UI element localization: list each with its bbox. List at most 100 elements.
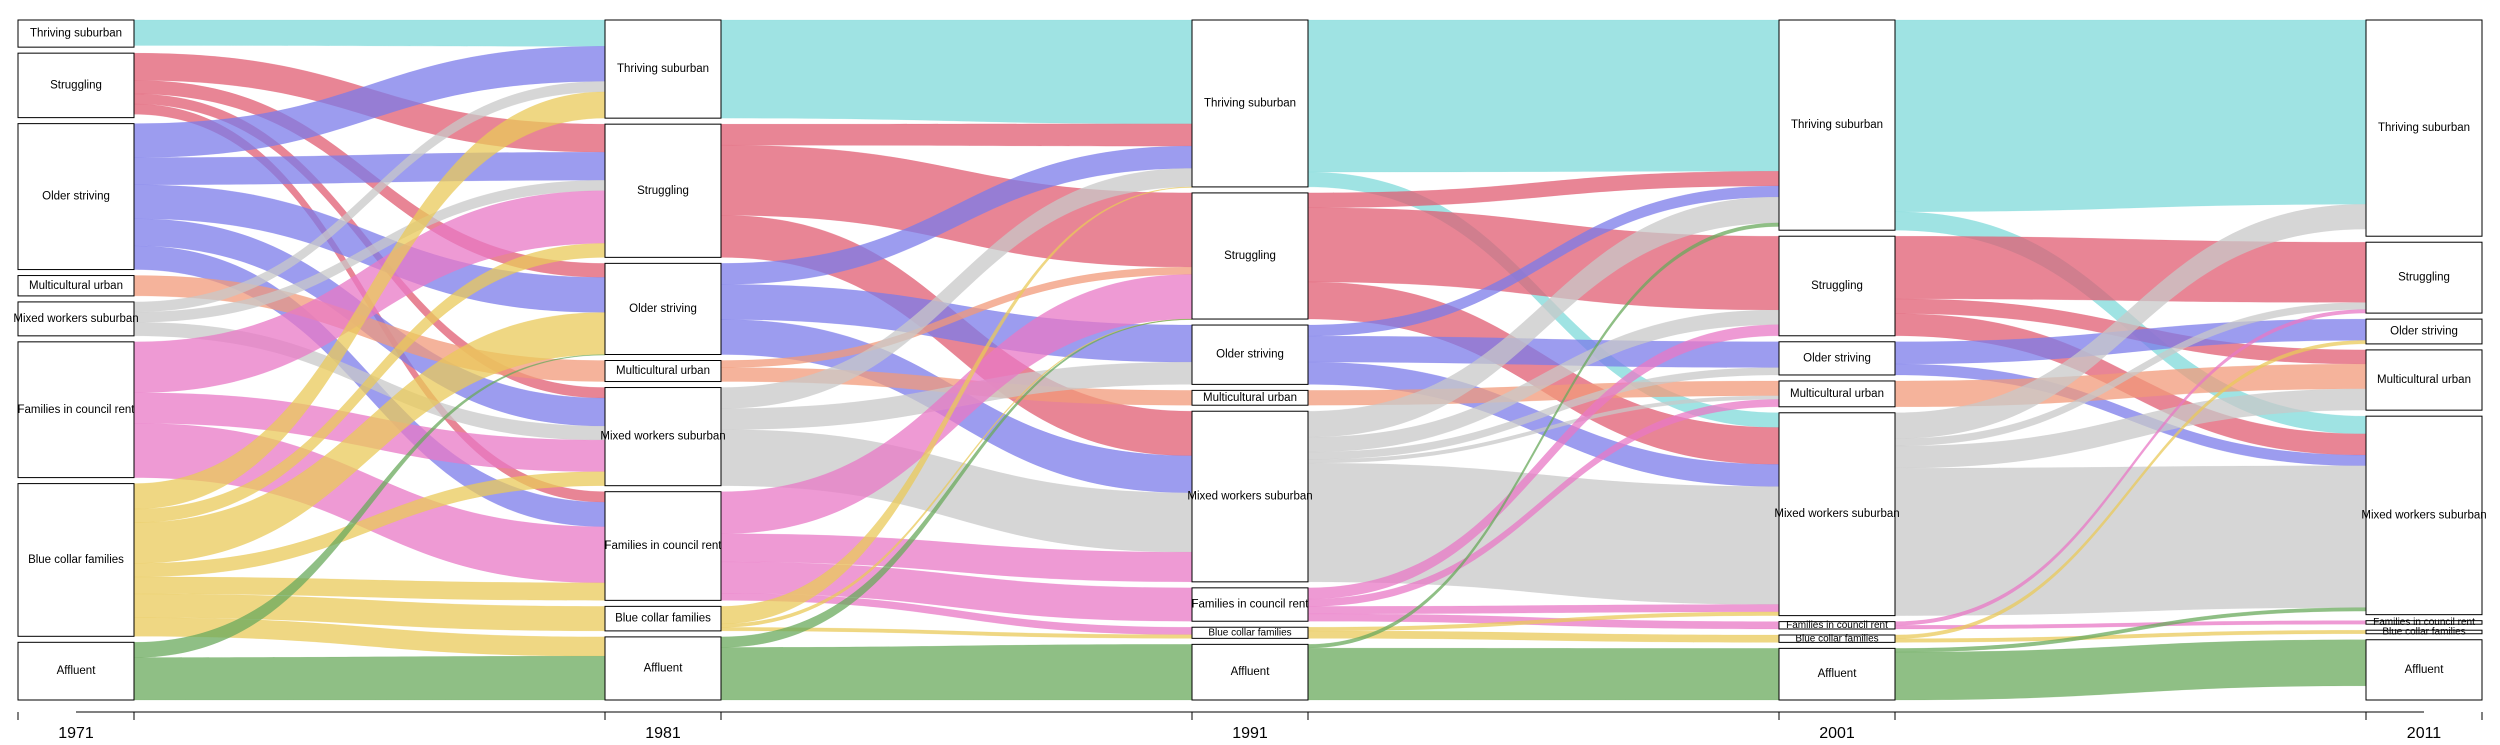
flow-band (1307, 647, 1780, 701)
stratum-affluent: Affluent (17, 641, 135, 701)
stratum-struggling: Struggling (1191, 192, 1309, 320)
stratum-label: Mixed workers suburban (1774, 508, 1899, 520)
stratum-mixed-workers-suburban: Mixed workers suburban (600, 387, 726, 487)
stratum-label: Thriving suburban (1204, 97, 1296, 109)
stratum-label: Families in council rent (2373, 617, 2475, 628)
stratum-label: Older striving (1803, 352, 1871, 364)
stratum-label: Blue collar families (1208, 627, 1291, 638)
stratum-label: Blue collar families (2382, 627, 2465, 638)
flow-band (720, 19, 1193, 125)
stratum-mixed-workers-suburban: Mixed workers suburban (2361, 415, 2487, 616)
x-tick-label: 1971 (58, 725, 94, 740)
stratum-thriving-suburban: Thriving suburban (1191, 19, 1309, 188)
stratum-label: Affluent (2405, 664, 2445, 676)
stratum-label: Thriving suburban (617, 63, 709, 75)
stratum-label: Blue collar families (1795, 633, 1878, 644)
stratum-label: Struggling (1811, 280, 1863, 292)
stratum-struggling: Struggling (604, 123, 722, 258)
stratum-label: Multicultural urban (2377, 374, 2471, 386)
stratum-label: Blue collar families (615, 613, 711, 625)
stratum-families-in-council-rent: Families in council rent (17, 341, 136, 479)
stratum-thriving-suburban: Thriving suburban (604, 19, 722, 119)
stratum-label: Mixed workers suburban (600, 431, 725, 443)
stratum-multicultural-urban: Multicultural urban (604, 360, 722, 383)
stratum-label: Older striving (1216, 349, 1284, 361)
stratum-affluent: Affluent (1778, 647, 1896, 701)
x-axis: 1971 1981 1991 2001 2011 (17, 711, 2483, 742)
stratum-thriving-suburban: Thriving suburban (1778, 19, 1896, 231)
stratum-blue-collar-families: Blue collar families (604, 605, 722, 632)
stratum-label: Older striving (42, 191, 110, 203)
stratum-multicultural-urban: Multicultural urban (17, 275, 135, 297)
flow-band (720, 318, 1193, 648)
stratum-label: Struggling (2398, 272, 2450, 284)
stratum-multicultural-urban: Multicultural urban (2365, 349, 2483, 411)
stratum-label: Multicultural urban (1790, 388, 1884, 400)
stratum-blue-collar-families: Blue collar families (1778, 633, 1896, 644)
stratum-label: Affluent (57, 665, 97, 677)
flow-band (1307, 19, 1780, 173)
flows-layer (133, 19, 2367, 701)
stratum-label: Older striving (629, 303, 697, 315)
flow-band (133, 354, 606, 658)
stratum-label: Multicultural urban (29, 280, 123, 292)
x-tick-label: 2011 (2407, 725, 2442, 740)
stratum-label: Mixed workers suburban (13, 313, 138, 325)
flow-band (133, 655, 606, 701)
stratum-struggling: Struggling (2365, 241, 2483, 314)
stratum-affluent: Affluent (1191, 643, 1309, 701)
stratum-older-striving: Older striving (17, 123, 135, 271)
stratum-affluent: Affluent (604, 636, 722, 701)
x-tick-label: 1991 (1232, 725, 1268, 740)
stratum-label: Families in council rent (605, 540, 723, 552)
stratum-label: Thriving suburban (30, 28, 122, 40)
stratum-label: Multicultural urban (1203, 392, 1297, 404)
stratum-older-striving: Older striving (1778, 341, 1896, 376)
flow-band (1894, 235, 2367, 303)
stratum-families-in-council-rent: Families in council rent (1191, 587, 1310, 622)
stratum-struggling: Struggling (1778, 235, 1896, 337)
stratum-label: Thriving suburban (1791, 119, 1883, 131)
stratum-struggling: Struggling (17, 52, 135, 119)
flow-band (720, 123, 1193, 147)
stratum-older-striving: Older striving (604, 262, 722, 356)
stratum-label: Struggling (637, 185, 689, 197)
strata-layer: Thriving suburban Struggling Older strivin… (13, 19, 2487, 701)
stratum-label: Older striving (2390, 326, 2458, 338)
stratum-families-in-council-rent: Families in council rent (604, 491, 723, 601)
stratum-label: Multicultural urban (616, 365, 710, 377)
stratum-label: Families in council rent (1192, 599, 1310, 611)
stratum-label: Affluent (1231, 666, 1271, 678)
stratum-label: Struggling (50, 79, 102, 91)
flow-band (720, 186, 1193, 625)
stratum-blue-collar-families: Blue collar families (17, 483, 135, 637)
flow-band (133, 151, 606, 185)
stratum-families-in-council-rent: Families in council rent (1778, 620, 1896, 631)
stratum-label: Mixed workers suburban (1187, 491, 1312, 503)
x-tick-label: 1981 (645, 725, 681, 740)
flow-band (133, 19, 606, 47)
stratum-label: Mixed workers suburban (2361, 509, 2486, 521)
stratum-mixed-workers-suburban: Mixed workers suburban (13, 301, 139, 337)
flow-band (1894, 19, 2367, 213)
stratum-label: Families in council rent (1786, 620, 1888, 631)
stratum-mixed-workers-suburban: Mixed workers suburban (1774, 412, 1900, 617)
stratum-mixed-workers-suburban: Mixed workers suburban (1187, 410, 1313, 583)
stratum-multicultural-urban: Multicultural urban (1191, 389, 1309, 406)
x-tick-label: 2001 (1819, 725, 1855, 740)
flow-band (720, 318, 1193, 628)
stratum-affluent: Affluent (2365, 639, 2483, 701)
stratum-families-in-council-rent: Families in council rent (2365, 617, 2483, 628)
stratum-older-striving: Older striving (1191, 324, 1309, 385)
stratum-label: Blue collar families (28, 554, 124, 566)
stratum-multicultural-urban: Multicultural urban (1778, 380, 1896, 408)
stratum-thriving-suburban: Thriving suburban (17, 19, 135, 48)
stratum-older-striving: Older striving (2365, 318, 2483, 345)
stratum-label: Thriving suburban (2378, 122, 2470, 134)
stratum-label: Struggling (1224, 250, 1276, 262)
stratum-label: Families in council rent (18, 404, 136, 416)
flow-band (720, 644, 1193, 701)
stratum-blue-collar-families: Blue collar families (2365, 627, 2483, 638)
